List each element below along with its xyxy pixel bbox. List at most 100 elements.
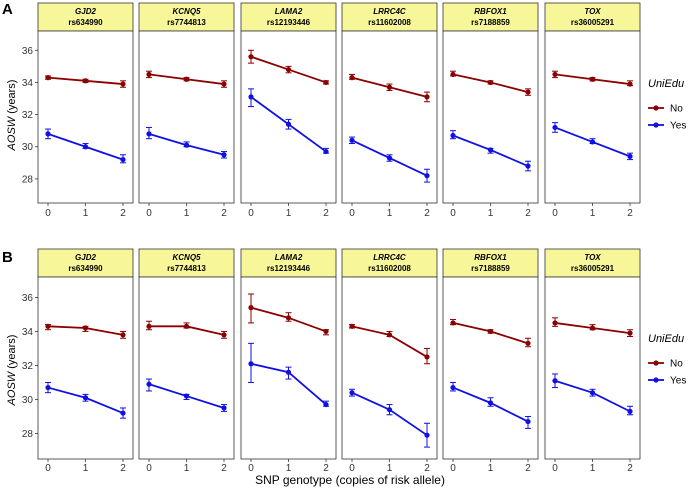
facet-panel bbox=[442, 30, 539, 204]
x-tick-label: 1 bbox=[286, 463, 292, 474]
data-point-yes bbox=[552, 124, 558, 131]
facet-gene-label: LRRC4C bbox=[373, 7, 406, 16]
data-point-yes bbox=[120, 156, 126, 163]
x-tick-label: 2 bbox=[221, 463, 227, 474]
legend-key-point bbox=[653, 105, 659, 111]
facet-panel bbox=[544, 30, 641, 204]
x-tick-label: 2 bbox=[221, 208, 227, 219]
data-point-no bbox=[146, 71, 152, 78]
x-tick-label: 0 bbox=[450, 463, 456, 474]
x-axis-label: SNP genotype (copies of risk allele) bbox=[255, 473, 445, 487]
facet-panel bbox=[138, 30, 235, 204]
data-point-no bbox=[285, 66, 292, 73]
y-tick-label: 34 bbox=[22, 327, 34, 338]
x-tick-label: 1 bbox=[488, 208, 494, 219]
y-tick-label: 36 bbox=[22, 46, 34, 57]
data-point-no bbox=[82, 325, 89, 331]
facet-panel bbox=[544, 276, 641, 460]
panel-letter-A: A bbox=[2, 1, 13, 18]
facet-strip bbox=[240, 2, 337, 32]
data-point-yes bbox=[248, 361, 254, 367]
data-point-yes bbox=[386, 155, 393, 161]
facet-gene-label: GJD2 bbox=[75, 7, 96, 16]
data-point-no bbox=[627, 330, 633, 336]
facet-strip bbox=[341, 2, 438, 32]
data-point-yes bbox=[323, 148, 329, 155]
x-tick-label: 0 bbox=[552, 208, 558, 219]
data-point-no bbox=[248, 54, 254, 60]
data-point-no bbox=[525, 340, 531, 346]
data-point-yes bbox=[349, 390, 355, 396]
data-point-no bbox=[386, 332, 393, 338]
facet-gene-label: RBFOX1 bbox=[474, 7, 507, 16]
data-point-no bbox=[221, 81, 227, 87]
data-point-yes bbox=[627, 408, 633, 414]
data-point-no bbox=[552, 71, 558, 78]
facet-snp-label: rs11602008 bbox=[368, 264, 411, 273]
data-point-yes bbox=[183, 393, 190, 399]
x-tick-label: 1 bbox=[286, 208, 292, 219]
x-tick-label: 2 bbox=[424, 208, 430, 219]
data-point-no bbox=[323, 79, 329, 86]
data-point-no bbox=[183, 323, 190, 329]
data-point-yes bbox=[552, 378, 558, 384]
y-axis-label-unit: (years) bbox=[6, 335, 18, 372]
x-tick-label: 2 bbox=[525, 463, 531, 474]
x-tick-label: 0 bbox=[552, 463, 558, 474]
data-point-yes bbox=[450, 384, 456, 391]
y-tick-label: 30 bbox=[22, 395, 34, 406]
legend-key-point bbox=[653, 122, 659, 128]
data-point-no bbox=[183, 76, 190, 82]
data-point-yes bbox=[386, 407, 393, 413]
x-tick-label: 1 bbox=[83, 208, 89, 219]
facet-snp-label: rs36005291 bbox=[571, 18, 615, 27]
legend-label: No bbox=[670, 359, 683, 370]
legend-label: Yes bbox=[670, 121, 686, 132]
y-tick-label: 36 bbox=[22, 293, 34, 304]
x-tick-label: 1 bbox=[488, 463, 494, 474]
facet-snp-label: rs7188859 bbox=[471, 264, 510, 273]
data-point-no bbox=[589, 325, 596, 331]
data-point-yes bbox=[424, 173, 430, 179]
facet-snp-label: rs7744813 bbox=[167, 18, 206, 27]
y-tick-label: 34 bbox=[22, 78, 34, 89]
x-tick-label: 0 bbox=[45, 208, 51, 219]
x-tick-label: 0 bbox=[349, 463, 355, 474]
x-tick-label: 0 bbox=[45, 463, 51, 474]
x-tick-label: 1 bbox=[184, 208, 190, 219]
data-point-yes bbox=[487, 400, 494, 406]
x-tick-label: 2 bbox=[627, 463, 633, 474]
facet-snp-label: rs12193446 bbox=[267, 18, 311, 27]
legend-title: UniEdu bbox=[648, 78, 684, 90]
data-point-yes bbox=[323, 401, 329, 408]
data-point-yes bbox=[248, 94, 254, 100]
facet-gene-label: TOX bbox=[584, 7, 601, 16]
data-point-yes bbox=[487, 147, 494, 153]
x-tick-label: 1 bbox=[387, 208, 393, 219]
data-point-no bbox=[487, 79, 494, 86]
x-tick-label: 1 bbox=[387, 463, 393, 474]
data-point-yes bbox=[589, 390, 596, 396]
y-axis-label: AOSW (years) bbox=[6, 80, 18, 152]
x-tick-label: 0 bbox=[248, 463, 254, 474]
data-point-no bbox=[221, 332, 227, 338]
data-point-no bbox=[424, 94, 430, 100]
data-point-yes bbox=[450, 132, 456, 139]
data-point-no bbox=[248, 305, 254, 311]
data-point-yes bbox=[45, 131, 51, 137]
data-point-no bbox=[82, 78, 89, 84]
data-point-no bbox=[120, 332, 126, 338]
facet-panel bbox=[37, 30, 134, 204]
legend-label: No bbox=[670, 104, 683, 115]
facet-gene-label: LAMA2 bbox=[275, 253, 303, 262]
facet-gene-label: RBFOX1 bbox=[474, 253, 507, 262]
x-tick-label: 0 bbox=[349, 208, 355, 219]
data-point-yes bbox=[627, 153, 633, 159]
facet-panel bbox=[37, 276, 134, 460]
data-point-no bbox=[450, 71, 456, 78]
x-tick-label: 1 bbox=[83, 463, 89, 474]
data-point-yes bbox=[45, 384, 51, 391]
data-point-yes bbox=[221, 152, 227, 158]
legend-title: UniEdu bbox=[648, 333, 684, 345]
facet-strip bbox=[138, 248, 235, 278]
